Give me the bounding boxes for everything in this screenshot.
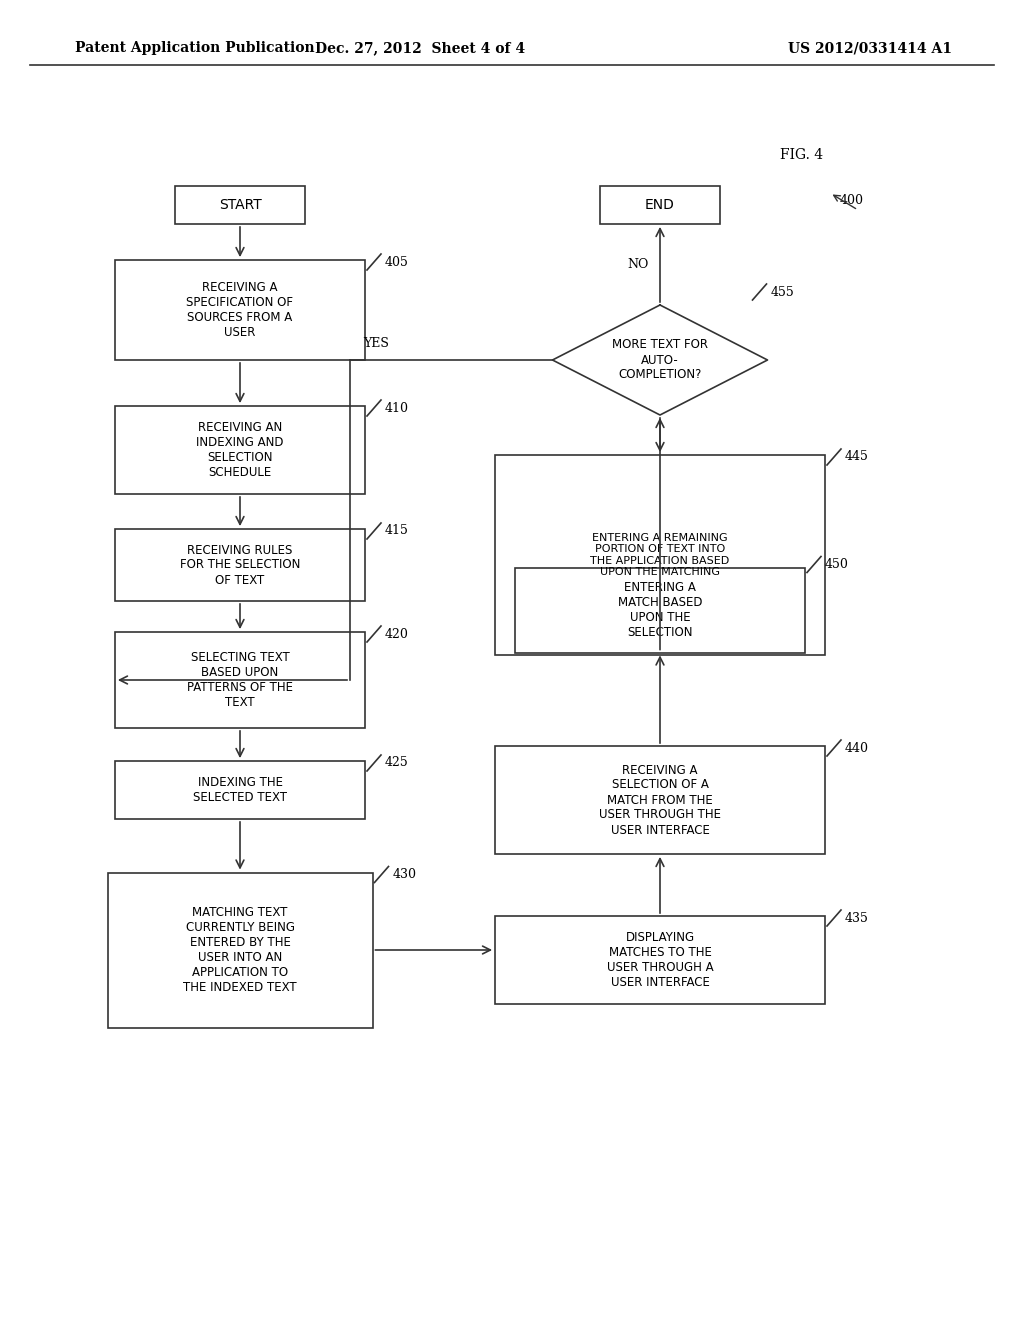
Text: 420: 420 xyxy=(385,627,409,640)
Text: START: START xyxy=(219,198,261,213)
Text: 425: 425 xyxy=(385,756,409,770)
Bar xyxy=(495,746,825,854)
Text: 430: 430 xyxy=(392,869,417,880)
Text: SELECTING TEXT
BASED UPON
PATTERNS OF THE
TEXT: SELECTING TEXT BASED UPON PATTERNS OF TH… xyxy=(187,651,293,709)
Text: END: END xyxy=(645,198,675,213)
Text: 435: 435 xyxy=(845,912,869,924)
Text: RECEIVING AN
INDEXING AND
SELECTION
SCHEDULE: RECEIVING AN INDEXING AND SELECTION SCHE… xyxy=(197,421,284,479)
Text: 450: 450 xyxy=(825,558,849,572)
Text: Dec. 27, 2012  Sheet 4 of 4: Dec. 27, 2012 Sheet 4 of 4 xyxy=(315,41,525,55)
Text: FIG. 4: FIG. 4 xyxy=(780,148,823,162)
Text: 440: 440 xyxy=(845,742,869,755)
Text: NO: NO xyxy=(628,257,648,271)
Bar xyxy=(175,186,305,224)
Text: RECEIVING RULES
FOR THE SELECTION
OF TEXT: RECEIVING RULES FOR THE SELECTION OF TEX… xyxy=(180,544,300,586)
Text: MATCHING TEXT
CURRENTLY BEING
ENTERED BY THE
USER INTO AN
APPLICATION TO
THE IND: MATCHING TEXT CURRENTLY BEING ENTERED BY… xyxy=(183,906,297,994)
Bar xyxy=(600,186,720,224)
Bar xyxy=(515,568,805,652)
Text: DISPLAYING
MATCHES TO THE
USER THROUGH A
USER INTERFACE: DISPLAYING MATCHES TO THE USER THROUGH A… xyxy=(606,931,714,989)
Text: ENTERING A REMAINING
PORTION OF TEXT INTO
THE APPLICATION BASED
UPON THE MATCHIN: ENTERING A REMAINING PORTION OF TEXT INT… xyxy=(591,532,730,577)
Text: 455: 455 xyxy=(770,285,795,298)
Text: Patent Application Publication: Patent Application Publication xyxy=(75,41,314,55)
Bar xyxy=(495,455,825,655)
Bar xyxy=(115,632,365,729)
Bar xyxy=(115,260,365,360)
Bar xyxy=(108,873,373,1027)
Bar xyxy=(115,529,365,601)
Text: 445: 445 xyxy=(845,450,869,463)
Text: ENTERING A
MATCH BASED
UPON THE
SELECTION: ENTERING A MATCH BASED UPON THE SELECTIO… xyxy=(617,581,702,639)
Bar xyxy=(495,916,825,1005)
Text: 410: 410 xyxy=(385,401,409,414)
Text: YES: YES xyxy=(362,337,389,350)
Text: INDEXING THE
SELECTED TEXT: INDEXING THE SELECTED TEXT xyxy=(193,776,287,804)
Text: 415: 415 xyxy=(385,524,409,537)
Text: MORE TEXT FOR
AUTO-
COMPLETION?: MORE TEXT FOR AUTO- COMPLETION? xyxy=(612,338,708,381)
Text: RECEIVING A
SELECTION OF A
MATCH FROM THE
USER THROUGH THE
USER INTERFACE: RECEIVING A SELECTION OF A MATCH FROM TH… xyxy=(599,763,721,837)
Text: US 2012/0331414 A1: US 2012/0331414 A1 xyxy=(788,41,952,55)
Text: 405: 405 xyxy=(385,256,409,268)
Text: RECEIVING A
SPECIFICATION OF
SOURCES FROM A
USER: RECEIVING A SPECIFICATION OF SOURCES FRO… xyxy=(186,281,294,339)
Polygon shape xyxy=(553,305,768,414)
Bar xyxy=(115,407,365,494)
Bar xyxy=(115,762,365,818)
Text: 400: 400 xyxy=(840,194,864,206)
